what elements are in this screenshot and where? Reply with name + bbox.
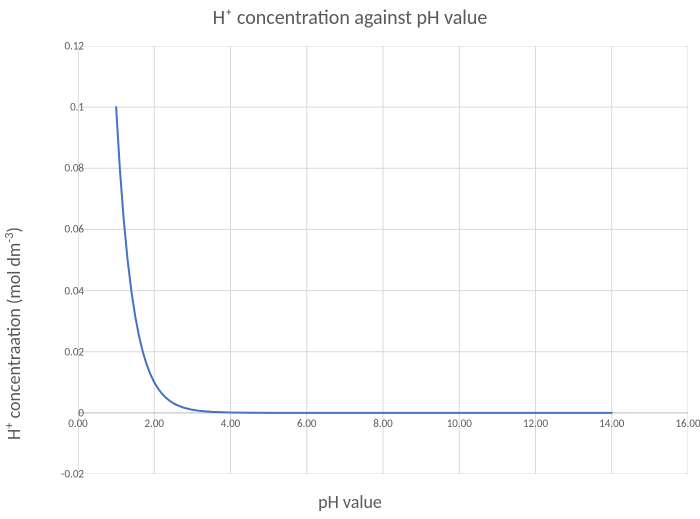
chart-container: H⁺ concentration against pH value H+ con… — [0, 0, 700, 519]
x-tick-label: 8.00 — [373, 417, 393, 430]
x-tick-label: 0.00 — [68, 417, 88, 430]
y-axis-label-text: H+ concentraation (mol dm-3) — [3, 227, 25, 440]
x-tick-label: 14.00 — [599, 417, 624, 430]
y-tick-label: -0.02 — [28, 468, 84, 481]
x-tick-label: 10.00 — [447, 417, 472, 430]
data-line — [116, 107, 612, 413]
y-tick-label: 0.12 — [28, 40, 84, 53]
x-axis-label: pH value — [0, 491, 700, 513]
x-tick-label: 6.00 — [297, 417, 317, 430]
x-tick-label: 2.00 — [144, 417, 164, 430]
y-tick-label: 0.08 — [28, 162, 84, 175]
y-tick-label: 0.02 — [28, 345, 84, 358]
chart-title: H⁺ concentration against pH value — [0, 6, 700, 30]
y-tick-label: 0.04 — [28, 284, 84, 297]
y-tick-label: 0.1 — [28, 101, 84, 114]
x-tick-label: 12.00 — [523, 417, 548, 430]
y-tick-label: 0.06 — [28, 223, 84, 236]
x-tick-label: 16.00 — [675, 417, 700, 430]
y-axis-label: H+ concentraation (mol dm-3) — [2, 47, 25, 260]
plot-area — [78, 46, 688, 474]
x-tick-label: 4.00 — [221, 417, 241, 430]
plot-svg — [78, 46, 688, 474]
